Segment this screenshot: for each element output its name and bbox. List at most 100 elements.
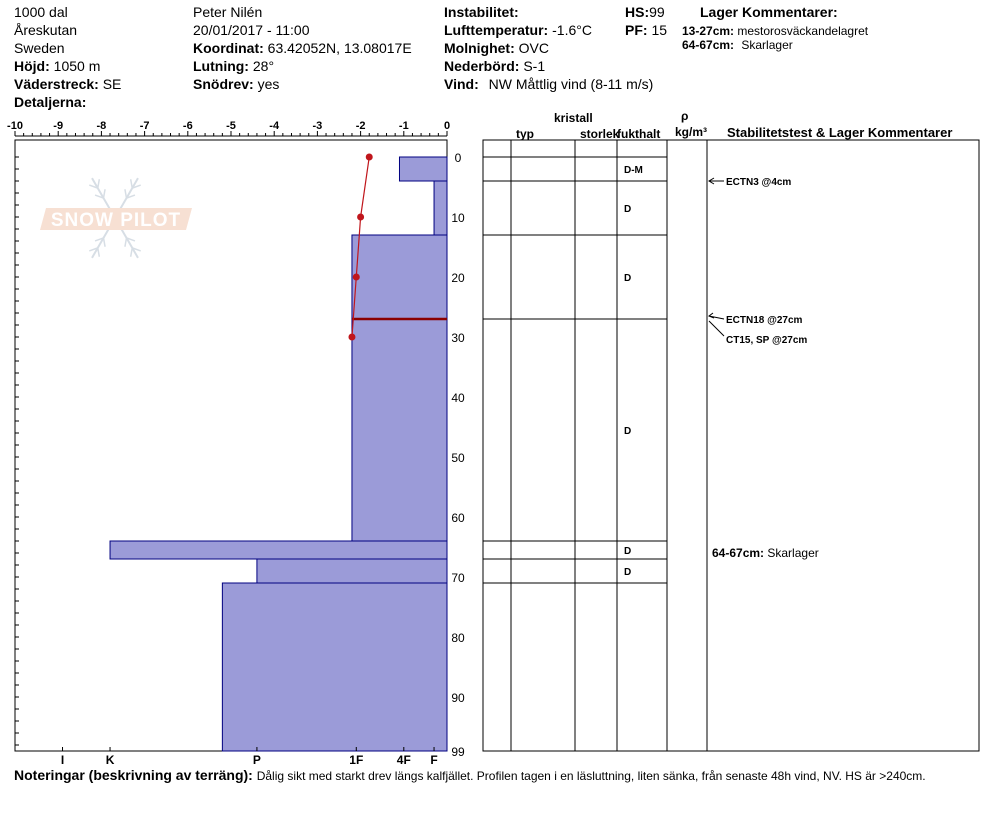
snowflake-branch [124,189,128,199]
watermark-banner [40,208,192,230]
table-layer-comment: 64-67cm: Skarlager [712,546,819,560]
hardness-tick-label: P [253,753,261,767]
snowflake-branch [94,194,104,199]
layer-comment-2: 64-67cm: Skarlager [682,37,793,53]
depth-tick-label: 10 [451,211,465,225]
temperature-line [351,156,370,338]
temperature-tick-label: -5 [226,120,236,132]
temperature-point [352,273,360,281]
aspect-value: SE [102,76,122,92]
depth-tick-label: 99 [451,745,465,759]
precip-value: S-1 [523,58,546,74]
sky-row: Molnighet: OVC [444,40,549,56]
aspect-row: Väderstreck: SE [14,76,121,92]
precip-row: Nederbörd: S-1 [444,58,545,74]
watermark-text: SNOW PILOT [51,210,181,231]
depth-tick-label: 80 [451,631,465,645]
elevation-label: Höjd: [14,58,50,74]
moisture-label: D [624,546,631,557]
moisture-label: D [624,204,631,215]
moisture-label: D [624,273,631,284]
slope-label: Lutning: [193,58,249,74]
layer-comment-1-text: mestorosväckandelagret [737,24,869,38]
precip-label: Nederbörd: [444,58,520,74]
crystal-header: kristall [554,111,593,125]
table-layer-comment-text: Skarlager [767,546,818,560]
density-unit-header: kg/m³ [675,125,708,139]
temperature-tick-label: 0 [444,120,450,132]
wind-value: NW Måttlig vind (8-11 m/s) [488,76,654,92]
moisture-header: fukthalt [617,127,661,141]
country-name: Sweden [14,40,65,56]
hardness-layer-bar [433,180,448,236]
temperature-point [348,333,356,341]
table-layer-comment-range: 64-67cm: [712,546,767,560]
temperature-tick-label: -2 [356,120,366,132]
depth-tick-label: 40 [451,391,465,405]
temperature-tick-label: -7 [140,120,150,132]
wind-row: Vind: NW Måttlig vind (8-11 m/s) [444,76,653,92]
hardness-layer-bar [109,540,448,560]
snowflake-branch [89,247,99,252]
temperature-point [365,153,373,161]
depth-tick-label: 0 [455,151,462,165]
pf-value: 15 [651,22,668,38]
observer-name: Peter Nilén [193,4,263,20]
hs-label: HS: [625,4,650,20]
stability-test-label: CT15, SP @27cm [726,335,807,346]
stability-header: Stabilitetstest & Lager Kommentarer [727,125,953,140]
temperature-tick-label: -6 [183,120,193,132]
stability-arrowhead [708,177,715,185]
snowflake-branch [97,179,101,189]
stability-arrowhead [707,312,715,319]
observation-datetime: 20/01/2017 - 11:00 [193,22,310,38]
stability-test-label: ECTN18 @27cm [726,315,803,326]
snowflake-branch [89,184,99,189]
snowpilot-watermark: SNOW PILOT [40,177,192,259]
crystal-type-header: typ [516,127,534,141]
slope-row: Lutning: 28° [193,58,274,74]
hs-row: HS:99 [625,4,665,20]
snowflake-branch [102,237,106,247]
wind-label: Vind: [444,76,479,92]
aspect-label: Väderstreck: [14,76,99,92]
depth-tick-label: 60 [451,511,465,525]
sky-value: OVC [518,40,549,56]
snowflake-branch [126,194,136,199]
hs-value: 99 [649,4,665,20]
snowflake-branch [97,247,101,257]
layer-comment-2-text: Skarlager [741,38,793,52]
hardness-tick-label: 4F [397,753,411,767]
hardness-tick-label: K [106,753,115,767]
hardness-layer-bar [351,234,448,320]
depth-tick-label: 20 [451,271,465,285]
snowflake-branch [129,247,133,257]
temperature-point [357,213,365,221]
notes-label: Noteringar (beskrivning av terräng): [14,767,253,783]
hardness-tick-label: 1F [349,753,363,767]
elevation-value: 1050 m [53,58,101,74]
moisture-label: D [624,426,631,437]
stability-arrow [708,320,725,337]
hardness-layer-bar [351,318,448,542]
drift-label: Snödrev: [193,76,254,92]
moisture-label: D-M [624,165,643,176]
hardness-layer-bar [256,558,448,584]
temperature-tick-label: -4 [269,120,280,132]
snowflake-branch [126,237,136,242]
instability-label: Instabilitet: [444,4,519,20]
temperature-tick-label: -10 [7,120,23,132]
depth-tick-label: 30 [451,331,465,345]
slope-value: 28° [252,58,275,74]
depth-tick-label: 70 [451,571,465,585]
elevation-row: Höjd: 1050 m [14,58,100,74]
temperature-tick-label: -9 [53,120,63,132]
depth-tick-label: 50 [451,451,465,465]
airtemp-value: -1.6°C [552,22,592,38]
layer-comment-2-range: 64-67cm: [682,38,735,52]
layer-comment-1-range: 13-27cm: [682,24,735,38]
hardness-layer-bar [221,582,448,752]
snowflake-branch [131,184,141,189]
